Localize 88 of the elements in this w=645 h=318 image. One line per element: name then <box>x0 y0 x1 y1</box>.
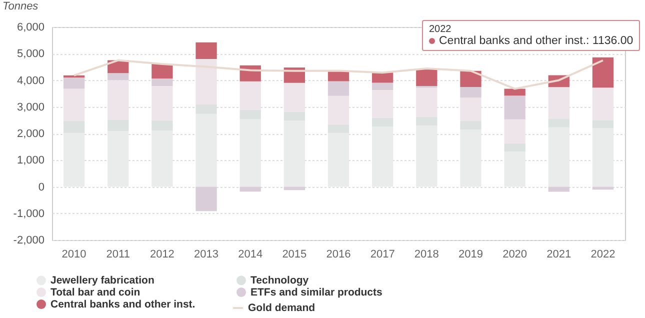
bar <box>108 131 129 187</box>
x-tick-label: 2022 <box>590 248 616 260</box>
line-series <box>73 59 604 90</box>
bar <box>152 78 173 86</box>
x-tick-label: 2010 <box>62 248 86 260</box>
bar <box>460 120 482 130</box>
bar <box>328 81 350 96</box>
y-tick-label: -2,000 <box>13 234 44 246</box>
bar <box>328 96 350 124</box>
bar <box>592 120 614 128</box>
legend-label: Total bar and coin <box>50 286 140 298</box>
bar <box>63 75 85 78</box>
x-tick-label: 2014 <box>238 248 263 260</box>
y-tick-label: 6,000 <box>16 22 44 34</box>
bar <box>416 88 438 117</box>
bar <box>548 118 570 128</box>
bar <box>548 186 570 192</box>
bar <box>328 124 350 133</box>
y-tick-label: 0 <box>38 181 44 194</box>
x-tick-label: 2011 <box>106 248 130 260</box>
bar <box>460 86 482 98</box>
bar <box>504 143 526 152</box>
legend-label: Jewellery fabrication <box>50 274 154 286</box>
bar <box>372 90 394 118</box>
bar <box>284 82 305 112</box>
bar <box>460 98 482 121</box>
bar <box>152 64 173 78</box>
bar <box>548 127 570 187</box>
annotation: Central banks and other inst.: 1136.00 <box>438 35 634 48</box>
x-tick-label: 2013 <box>194 248 219 260</box>
bar <box>592 88 614 120</box>
bar <box>284 112 305 121</box>
bar <box>504 119 526 144</box>
legend-label: Gold demand <box>248 302 316 314</box>
bar <box>328 132 350 187</box>
y-tick-label: -1,000 <box>13 208 44 220</box>
bar <box>372 126 394 187</box>
bar <box>108 80 129 120</box>
bar <box>460 129 482 187</box>
x-tick-label: 2016 <box>326 248 351 260</box>
y-tick-label: 2,000 <box>16 128 44 140</box>
bar <box>108 73 129 80</box>
bar <box>108 120 129 132</box>
bar <box>240 119 261 187</box>
bar <box>504 152 526 187</box>
bar <box>63 133 85 187</box>
x-tick-label: 2021 <box>546 248 572 260</box>
legend-label: Technology <box>250 274 309 286</box>
bar <box>152 130 173 187</box>
y-tick-label: 4,000 <box>16 74 44 87</box>
bar <box>548 87 570 119</box>
legend-label: Central banks and other inst. <box>50 298 196 310</box>
bar <box>196 114 217 187</box>
legend-label: ETFs and similar products <box>250 286 383 298</box>
bar <box>63 88 85 121</box>
bar <box>63 120 85 134</box>
bar <box>63 78 85 89</box>
y-tick-label: 1,000 <box>16 154 44 167</box>
bar <box>284 120 305 187</box>
bar <box>416 126 438 187</box>
bar <box>592 128 614 187</box>
bar <box>372 72 394 83</box>
bar <box>416 116 438 126</box>
x-tick-label: 2020 <box>502 248 528 260</box>
y-tick-label: 3,000 <box>16 101 44 114</box>
bar <box>504 96 526 120</box>
bar <box>152 120 173 131</box>
x-tick-label: 2019 <box>458 248 483 260</box>
x-tick-label: 2018 <box>414 248 439 260</box>
x-tick-label: 2017 <box>370 248 395 260</box>
bar <box>460 70 482 87</box>
bar <box>152 86 173 120</box>
annotation: 2022 <box>429 24 452 36</box>
bar <box>372 82 394 90</box>
y-tick-label: 5,000 <box>16 48 44 60</box>
bar <box>196 186 217 212</box>
bar <box>240 81 261 110</box>
bar <box>240 110 261 120</box>
bar <box>416 68 438 86</box>
bar <box>372 118 394 127</box>
bar <box>240 186 261 192</box>
bar <box>196 59 217 104</box>
bar <box>592 57 614 88</box>
bar <box>196 42 217 60</box>
y-axis-title: Tonnes <box>2 0 39 12</box>
x-tick-label: 2015 <box>282 248 307 260</box>
x-tick-label: 2012 <box>150 248 174 260</box>
bar <box>504 88 526 96</box>
